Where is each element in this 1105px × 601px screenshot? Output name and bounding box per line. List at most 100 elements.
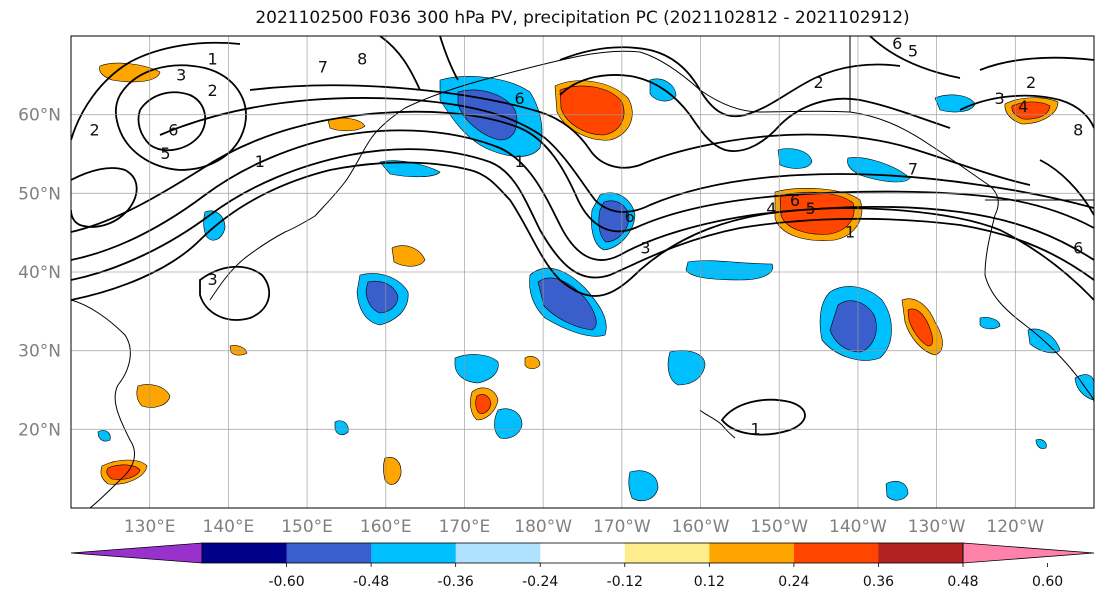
lon-tick-label: 160°E bbox=[360, 517, 412, 537]
pv-contour bbox=[71, 161, 1094, 301]
precip-blob bbox=[667, 350, 706, 386]
contour-label: 3 bbox=[176, 65, 186, 84]
precip-blob bbox=[454, 354, 499, 384]
colorbar-segment bbox=[624, 543, 710, 563]
lat-tick-label: 50°N bbox=[18, 184, 61, 204]
lon-tick-label: 180°W bbox=[514, 517, 572, 537]
precip-blob bbox=[379, 160, 441, 178]
coastline-kuril-kamchatka bbox=[314, 107, 406, 217]
pv-contour bbox=[979, 56, 1094, 71]
precip-blob bbox=[365, 280, 399, 314]
precip-blob bbox=[136, 384, 171, 408]
contour-label: 8 bbox=[357, 50, 367, 69]
lon-tick-label: 170°W bbox=[593, 517, 651, 537]
contour-label: 1 bbox=[255, 152, 265, 171]
pv-contour bbox=[379, 36, 421, 91]
contour-label: 5 bbox=[908, 42, 918, 61]
colorbar-label: 0.36 bbox=[863, 574, 894, 590]
lon-tick-label: 150°W bbox=[750, 517, 808, 537]
colorbar-label: -0.12 bbox=[607, 574, 643, 590]
contour-label: 4 bbox=[766, 199, 776, 218]
colorbar-segment bbox=[540, 543, 626, 563]
precip-blob bbox=[1035, 439, 1047, 449]
contour-label: 6 bbox=[625, 207, 635, 226]
contour-label: 2 bbox=[90, 120, 100, 139]
contour-label: 5 bbox=[160, 144, 170, 163]
map-frame bbox=[70, 35, 1095, 509]
precip-blob bbox=[203, 210, 226, 241]
contour-label: 1 bbox=[845, 223, 855, 242]
colorbar-label: -0.60 bbox=[268, 574, 304, 590]
colorbar-outline bbox=[201, 542, 964, 564]
contour-label: 3 bbox=[994, 89, 1004, 108]
pv-contour bbox=[1039, 159, 1094, 216]
pv-contours bbox=[71, 36, 1094, 436]
precip-blob bbox=[979, 317, 1001, 330]
contour-label: 1 bbox=[208, 50, 218, 69]
lon-tick-labels: 130°E 140°E 150°E 160°E 170°E 180°W 170°W 160°W… bbox=[124, 517, 1045, 537]
pv-contour bbox=[559, 74, 951, 152]
pv-contour bbox=[249, 84, 1031, 186]
precip-blob bbox=[885, 481, 909, 501]
pv-contour bbox=[869, 36, 961, 79]
lat-tick-label: 30°N bbox=[18, 342, 61, 362]
colorbar-label: 0.24 bbox=[778, 574, 809, 590]
colorbar-label: 0.12 bbox=[694, 574, 725, 590]
contour-label: 2 bbox=[813, 73, 823, 92]
colorbar-segment bbox=[286, 543, 372, 563]
pv-contour bbox=[159, 97, 1094, 213]
pv-contour bbox=[71, 167, 138, 228]
coastline-asia bbox=[71, 299, 135, 508]
pv-contour bbox=[959, 94, 1094, 129]
graticule bbox=[71, 36, 1094, 508]
lon-tick-label: 140°E bbox=[203, 517, 255, 537]
colorbar-label: -0.48 bbox=[353, 574, 389, 590]
precip-blob bbox=[383, 457, 402, 485]
precip-blob bbox=[685, 260, 774, 281]
precip-blob bbox=[97, 430, 111, 442]
coastline-hawaii bbox=[699, 409, 736, 439]
colorbar-segment bbox=[455, 543, 541, 563]
precip-blob bbox=[524, 356, 541, 370]
colorbar-extend-low bbox=[70, 542, 203, 564]
colorbar-segment bbox=[371, 543, 457, 563]
pv-contour bbox=[720, 398, 806, 436]
lat-tick-label: 40°N bbox=[18, 263, 61, 283]
lat-tick-label: 60°N bbox=[18, 106, 61, 126]
precip-blob bbox=[99, 62, 161, 83]
colorbar-extend-high bbox=[962, 542, 1095, 564]
lon-tick-label: 140°W bbox=[829, 517, 887, 537]
lon-tick-label: 120°W bbox=[986, 517, 1044, 537]
colorbar-label: 0.48 bbox=[947, 574, 978, 590]
colorbar-label: -0.36 bbox=[438, 574, 474, 590]
contour-label: 1 bbox=[514, 152, 524, 171]
colorbar-label: -0.24 bbox=[522, 574, 558, 590]
contour-label: 5 bbox=[806, 199, 816, 218]
coastline-japan bbox=[209, 215, 316, 301]
contour-label: 7 bbox=[318, 57, 328, 76]
lon-tick-label: 170°E bbox=[439, 517, 491, 537]
contour-label: 7 bbox=[908, 160, 918, 179]
contour-label: 2 bbox=[1026, 73, 1036, 92]
colorbar-label: 0.60 bbox=[1032, 574, 1063, 590]
colorbar-segment bbox=[878, 543, 964, 563]
colorbar-segment bbox=[793, 543, 879, 563]
precip-blob bbox=[494, 408, 523, 439]
precip-blob bbox=[777, 148, 813, 169]
contour-label: 1 bbox=[751, 419, 761, 438]
contour-label: 2 bbox=[208, 81, 218, 100]
colorbar-segment bbox=[709, 543, 795, 563]
contour-label: 8 bbox=[1073, 120, 1083, 139]
map-title: 2021102500 F036 300 hPa PV, precipitatio… bbox=[255, 8, 910, 28]
precip-blob bbox=[559, 85, 625, 136]
precip-blob bbox=[106, 464, 141, 480]
contour-label: 4 bbox=[1018, 97, 1028, 116]
coastline-north-america bbox=[984, 214, 1094, 403]
contour-label: 6 bbox=[514, 89, 524, 108]
contour-label: 6 bbox=[1073, 238, 1083, 257]
pv-contour bbox=[71, 41, 241, 141]
pv-contour bbox=[199, 265, 271, 321]
